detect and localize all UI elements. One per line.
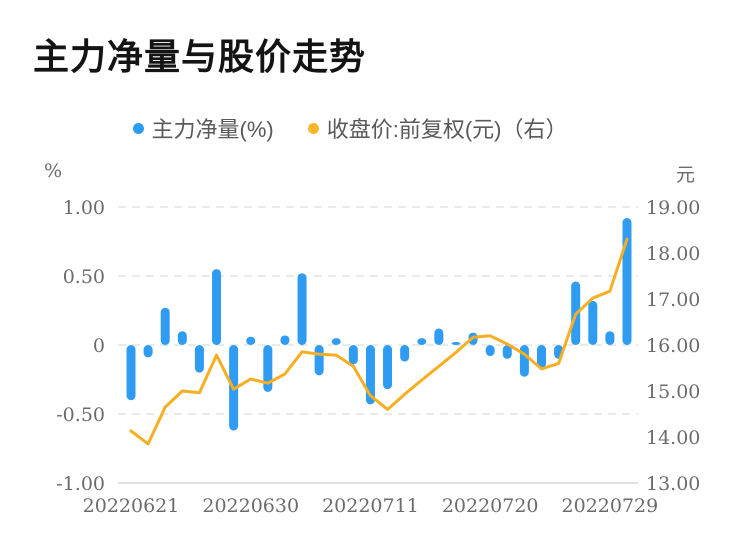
- right-axis-tick: 17.00: [646, 289, 700, 311]
- legend-item-close-price[interactable]: 收盘价:前复权(元)（右）: [307, 112, 568, 144]
- volume-bar: [263, 345, 273, 392]
- x-axis-tick: 20220720: [442, 495, 539, 517]
- legend-dot-yellow-icon: [307, 122, 319, 134]
- legend: 主力净量(%) 收盘价:前复权(元)（右）: [0, 112, 700, 144]
- left-axis-tick: -0.50: [56, 404, 105, 426]
- right-axis-tick: 16.00: [646, 335, 700, 357]
- volume-bar: [605, 331, 615, 345]
- volume-bar: [588, 300, 598, 345]
- volume-bar: [348, 345, 358, 365]
- right-axis-tick: 13.00: [646, 473, 700, 495]
- volume-bar: [194, 345, 204, 373]
- left-axis-tick: -1.00: [56, 473, 105, 495]
- volume-bar: [519, 345, 529, 377]
- x-axis-tick: 20220711: [322, 495, 419, 517]
- volume-bar: [417, 338, 427, 345]
- volume-bar: [314, 345, 324, 376]
- right-axis-tick: 14.00: [646, 427, 700, 449]
- volume-bar: [400, 345, 410, 362]
- right-axis-unit: 元: [676, 164, 696, 186]
- volume-bar: [451, 342, 461, 345]
- volume-bar: [536, 345, 546, 369]
- volume-bar: [246, 336, 256, 345]
- right-axis-tick: 15.00: [646, 381, 700, 403]
- right-axis-tick: 19.00: [646, 197, 700, 219]
- left-axis-tick: 0.50: [63, 266, 105, 288]
- x-axis-tick: 20220621: [83, 495, 180, 517]
- right-axis-tick: 18.00: [646, 243, 700, 265]
- legend-label: 收盘价:前复权(元)（右）: [326, 117, 568, 142]
- left-axis-tick: 1.00: [63, 197, 105, 219]
- volume-bar: [502, 345, 512, 359]
- x-axis-tick: 20220729: [562, 495, 659, 517]
- volume-bar: [280, 335, 290, 345]
- legend-dot-blue-icon: [132, 122, 144, 134]
- volume-bar: [212, 269, 222, 345]
- legend-label: 主力净量(%): [151, 117, 274, 142]
- volume-bar: [485, 345, 495, 357]
- legend-item-main-net-volume[interactable]: 主力净量(%): [132, 112, 274, 144]
- volume-bar: [622, 218, 632, 345]
- left-axis-unit: %: [44, 160, 63, 182]
- volume-bar: [126, 345, 136, 401]
- price-line: [129, 237, 629, 446]
- page-title: 主力净量与股价走势: [33, 36, 367, 77]
- volume-bar: [143, 345, 153, 358]
- volume-bar: [160, 307, 170, 345]
- volume-bar: [297, 273, 307, 345]
- volume-bar: [383, 345, 393, 390]
- left-axis-tick: 0: [93, 335, 105, 357]
- volume-bar: [177, 331, 187, 345]
- volume-bar: [434, 328, 444, 345]
- x-axis-tick: 20220630: [202, 495, 299, 517]
- volume-bar: [331, 338, 341, 345]
